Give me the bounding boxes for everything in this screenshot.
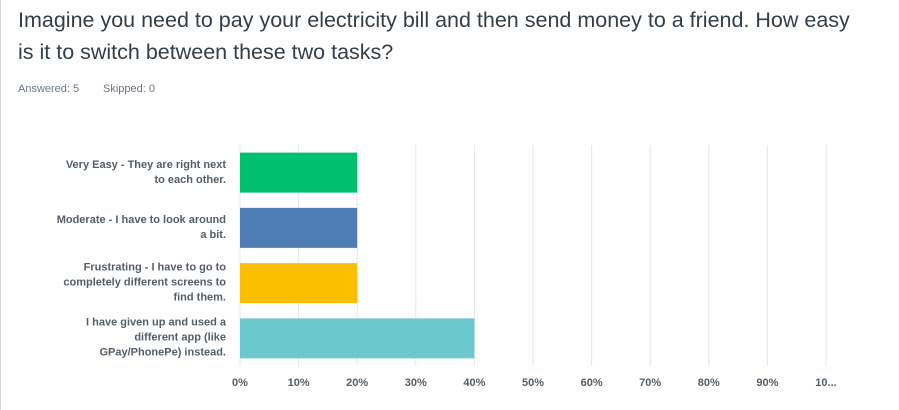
chart-title: Imagine you need to pay your electricity… [18, 8, 850, 64]
x-tick-label: 80% [698, 377, 720, 389]
x-tick-label: 20% [346, 377, 368, 389]
x-tick-label: 10% [288, 377, 310, 389]
x-tick-label: 40% [463, 377, 485, 389]
bar [240, 318, 475, 359]
x-tick-label: 30% [405, 377, 427, 389]
x-tick-label: 90% [756, 377, 778, 389]
category-label: Very Easy - They are right next to each … [65, 158, 226, 186]
bar [240, 263, 358, 304]
bar [240, 207, 358, 248]
category-label: I have given up and used a different app… [86, 316, 226, 359]
category-label: Moderate - I have to look around a bit. [56, 213, 226, 241]
x-tick-label: 70% [639, 377, 661, 389]
x-tick-label: 50% [522, 377, 544, 389]
category-label: Frustrating - I have to go to completely… [63, 261, 226, 304]
skipped-count: Skipped: 0 [103, 83, 155, 95]
bar [240, 152, 358, 193]
answered-count: Answered: 5 [18, 83, 80, 95]
x-tick-label: 0% [232, 377, 248, 389]
x-tick-label: 60% [581, 377, 603, 389]
x-tick-label: 10... [815, 377, 836, 389]
